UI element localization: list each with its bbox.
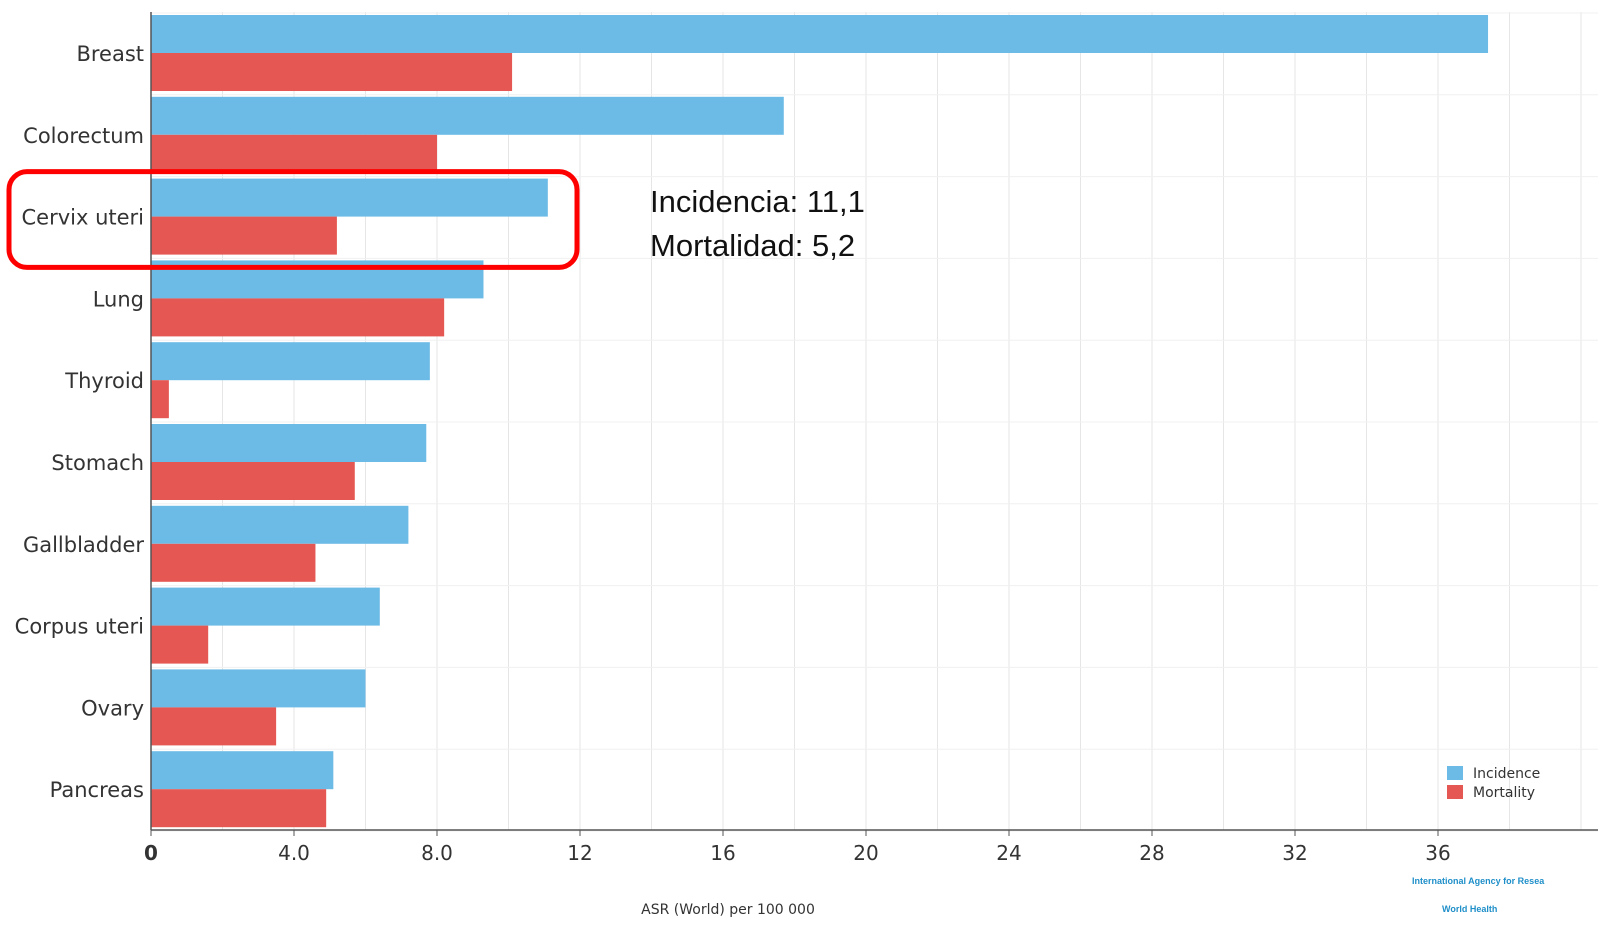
bar-mortality-thyroid [151,380,169,419]
category-label: Stomach [51,451,144,475]
category-label: Gallbladder [23,533,144,557]
bar-incidence-corpus-uteri [151,587,380,626]
legend-label-mortality: Mortality [1473,785,1535,801]
x-tick-label: 28 [1139,841,1164,865]
category-label: Pancreas [50,778,144,802]
annotation-incidence: Incidencia: 11,1 [650,184,865,219]
category-label: Cervix uteri [21,206,144,230]
legend-swatch-mortality [1447,785,1463,799]
bar-mortality-colorectum [151,134,437,173]
bar-mortality-cervix-uteri [151,216,337,255]
bar-incidence-gallbladder [151,505,409,544]
logo-left [0,878,40,932]
annotation-mortality: Mortalidad: 5,2 [650,228,856,263]
bar-mortality-lung [151,298,445,337]
bar-incidence-thyroid [151,342,430,381]
bar-mortality-pancreas [151,789,327,828]
iarc-logo-line1: International Agency for Resea [1412,876,1545,886]
bar-incidence-stomach [151,424,427,462]
category-label: Breast [76,42,144,66]
bar-mortality-breast [151,53,513,91]
x-axis-title: ASR (World) per 100 000 [641,902,815,918]
iarc-logo: International Agency for Resea World Hea… [1412,876,1598,932]
x-tick-label: 4.0 [278,841,310,865]
bar-mortality-gallbladder [151,543,316,582]
who-logo-line2: World Health [1442,904,1498,914]
category-label: Ovary [81,696,144,720]
annotation-text: Incidencia: 11,1 Mortalidad: 5,2 [650,180,865,268]
category-label: Thyroid [64,369,144,393]
bar-incidence-pancreas [151,751,334,790]
x-tick-label: 0 [144,841,158,865]
highlight-box [6,169,580,270]
bar-incidence-breast [151,15,1489,53]
x-tick-label: 8.0 [421,841,453,865]
category-label: Corpus uteri [15,615,144,639]
x-tick-label: 24 [996,841,1021,865]
x-tick-label: 16 [710,841,735,865]
bar-mortality-stomach [151,462,355,500]
bar-incidence-colorectum [151,96,784,135]
x-tick-label: 32 [1282,841,1307,865]
legend-label-incidence: Incidence [1473,766,1540,782]
x-tick-label: 36 [1425,841,1450,865]
category-label: Colorectum [23,124,144,148]
bar-incidence-cervix-uteri [151,178,548,217]
bar-incidence-ovary [151,669,366,708]
legend-swatch-incidence [1447,766,1463,780]
bar-mortality-ovary [151,707,277,746]
x-tick-label: 20 [853,841,878,865]
x-tick-label: 12 [567,841,592,865]
category-label: Lung [93,287,144,311]
bar-mortality-corpus-uteri [151,625,209,664]
